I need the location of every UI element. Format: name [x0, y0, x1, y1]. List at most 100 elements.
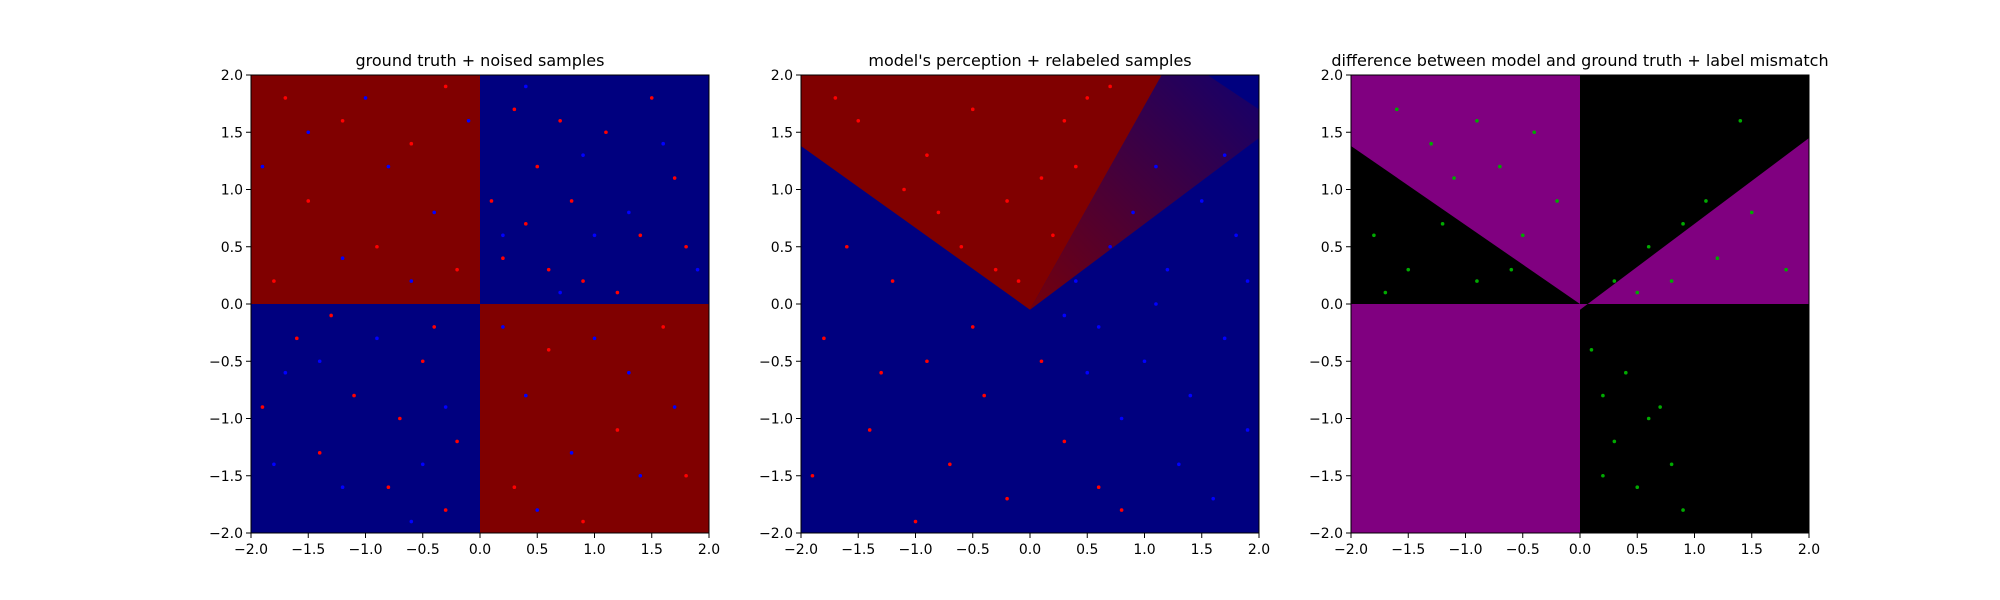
x-tick-label: 1.0 — [1683, 542, 1705, 558]
scatter-point — [1509, 267, 1514, 272]
scatter-point — [535, 508, 540, 512]
y-tick-label: 1.5 — [771, 125, 793, 141]
scatter-point — [856, 119, 861, 123]
chart-title: ground truth + noised samples — [356, 51, 605, 70]
scatter-point — [661, 325, 665, 329]
scatter-series — [1372, 107, 1788, 512]
scatter-point — [1589, 348, 1594, 352]
x-tick-label: −0.5 — [956, 542, 990, 558]
scatter-point — [1475, 119, 1479, 123]
scatter-point — [432, 210, 437, 215]
class-region — [251, 75, 480, 304]
scatter-point — [1245, 428, 1250, 432]
scatter-point — [1555, 199, 1559, 203]
scatter-point — [420, 462, 425, 467]
scatter-point — [1108, 84, 1112, 89]
scatter-point — [627, 370, 631, 375]
y-tick-label: 0.5 — [771, 240, 793, 256]
scatter-point — [936, 210, 941, 215]
scatter-point — [443, 508, 448, 512]
scatter-point — [925, 359, 929, 364]
x-tick-label: 0.5 — [526, 542, 548, 558]
scatter-point — [822, 336, 826, 341]
scatter-point — [1532, 130, 1536, 135]
scatter-point — [890, 279, 895, 283]
decision-region — [801, 75, 1162, 310]
scatter-point — [1704, 199, 1708, 203]
y-tick-label: 0.0 — [771, 297, 793, 313]
scatter-point — [1681, 508, 1685, 512]
chart-panel-3: −2.0 −1.5 −1.0 −0.5 0.0 0.5 1.0 1.5 2.0 −2.0 −1.5 −… — [1309, 51, 1829, 558]
y-tick-label: 0.0 — [1321, 297, 1343, 313]
scatter-point — [1658, 405, 1662, 409]
y-tick-label: 1.5 — [1321, 125, 1343, 141]
scatter-point — [317, 359, 322, 364]
scatter-point — [1062, 119, 1067, 123]
scatter-point — [1749, 210, 1754, 215]
scatter-point — [1154, 164, 1158, 169]
mismatch-region — [1351, 75, 1580, 304]
y-tick-label: −2.0 — [1309, 526, 1343, 542]
scatter-point — [512, 485, 517, 490]
scatter-point — [867, 428, 872, 432]
scatter-point — [592, 233, 597, 238]
chart-panel-2: −2.0 −1.5 −1.0 −0.5 0.0 0.5 1.0 1.5 2.0 −2.0 −1.5 −… — [759, 51, 1270, 558]
x-tick-label: −2.0 — [1334, 542, 1368, 558]
y-tick-label: 2.0 — [771, 68, 793, 84]
scatter-point — [1406, 267, 1411, 272]
y-tick-label: −0.5 — [209, 354, 243, 370]
scatter-point — [959, 244, 964, 249]
x-tick-label: −1.0 — [1449, 542, 1483, 558]
scatter-series — [260, 84, 688, 524]
scatter-point — [1635, 290, 1640, 295]
y-tick-label: 1.0 — [1321, 183, 1343, 199]
scatter-point — [569, 451, 574, 455]
scatter-point — [1074, 164, 1078, 169]
chart-panel-1: −2.0 −1.5 −1.0 −0.5 0.0 0.5 1.0 1.5 2.0 −2.0 −1.5 −… — [209, 51, 720, 558]
scatter-point — [672, 176, 677, 180]
scatter-point — [1085, 96, 1090, 100]
scatter-point — [1005, 496, 1009, 501]
scatter-point — [1452, 176, 1456, 180]
scatter-point — [913, 519, 918, 524]
scatter-point — [306, 130, 311, 135]
plot-area — [251, 75, 709, 533]
y-tick-label: −1.0 — [759, 412, 793, 428]
scatter-point — [581, 279, 585, 283]
x-tick-label: 2.0 — [698, 542, 720, 558]
scatter-point — [501, 256, 505, 261]
scatter-point — [1051, 233, 1055, 238]
y-tick-label: −0.5 — [759, 354, 793, 370]
scatter-point — [1245, 279, 1250, 283]
scatter-point — [260, 164, 265, 169]
scatter-point — [970, 325, 975, 329]
scatter-point — [1222, 336, 1227, 341]
x-tick-label: −1.0 — [349, 542, 383, 558]
scatter-point — [982, 393, 986, 398]
y-tick-label: −1.0 — [209, 412, 243, 428]
scatter-point — [386, 164, 391, 169]
scatter-point — [1039, 176, 1044, 180]
scatter-point — [1016, 279, 1021, 283]
scatter-point — [1119, 416, 1124, 421]
scatter-point — [970, 107, 975, 112]
scatter-point — [409, 279, 414, 283]
scatter-point — [432, 325, 437, 329]
x-tick-label: 2.0 — [1248, 542, 1270, 558]
scatter-point — [386, 485, 391, 490]
scatter-point — [1188, 393, 1193, 398]
scatter-point — [535, 164, 540, 169]
scatter-point — [409, 141, 414, 146]
scatter-point — [833, 96, 838, 100]
y-tick-label: 1.0 — [221, 183, 243, 199]
scatter-point — [1199, 199, 1204, 203]
plot-area — [801, 75, 1259, 533]
x-tick-label: 1.5 — [641, 542, 663, 558]
scatter-point — [638, 233, 643, 238]
scatter-point — [1222, 153, 1227, 157]
y-tick-label: −1.5 — [759, 469, 793, 485]
scatter-point — [1142, 359, 1147, 364]
scatter-point — [352, 393, 356, 398]
scatter-point — [524, 222, 528, 226]
